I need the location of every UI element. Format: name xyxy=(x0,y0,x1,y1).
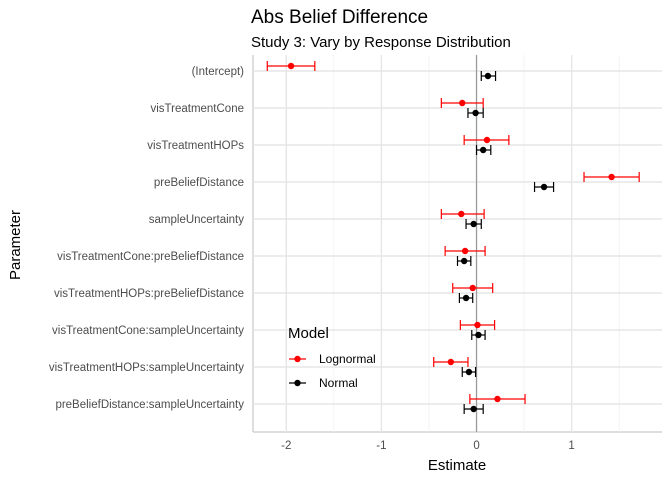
legend: Model Lognormal Normal xyxy=(288,325,376,390)
y-tick-label: visTreatmentHOPs:preBeliefDistance xyxy=(54,288,244,300)
errorbar-normal xyxy=(467,108,484,118)
point-lognormal xyxy=(608,173,615,181)
errorbar-normal xyxy=(461,367,477,377)
errorbar-lognormal xyxy=(440,98,484,108)
point-lognormal xyxy=(458,210,465,218)
legend-key-point xyxy=(294,355,301,363)
grid xyxy=(253,55,662,432)
legend-label: Lognormal xyxy=(319,352,376,366)
errorbar-normal xyxy=(465,219,482,229)
point-normal xyxy=(465,368,473,376)
chart-subtitle: Study 3: Vary by Response Distribution xyxy=(251,34,511,51)
y-axis-label: Parameter xyxy=(7,210,24,280)
x-tick-label: -1 xyxy=(376,440,386,452)
point-lognormal xyxy=(459,99,466,107)
errorbar-lognormal xyxy=(463,135,510,145)
errorbar-normal xyxy=(463,404,484,414)
x-axis-label: Estimate xyxy=(428,457,486,474)
point-lognormal xyxy=(483,136,491,144)
plot-panel xyxy=(252,55,662,433)
point-normal xyxy=(479,146,487,154)
point-normal xyxy=(484,72,492,80)
errorbar-normal xyxy=(471,330,486,340)
x-tick-labels: -2 -1 0 1 xyxy=(281,440,575,452)
legend-label: Normal xyxy=(319,376,358,390)
errorbar-lognormal xyxy=(459,320,496,330)
legend-item-normal: Normal xyxy=(289,376,358,390)
errorbar-lognormal xyxy=(444,246,486,256)
x-tick-label: -2 xyxy=(281,440,291,452)
point-normal xyxy=(475,331,482,339)
errorbar-lognormal xyxy=(583,172,640,182)
legend-title: Model xyxy=(288,325,329,342)
point-normal xyxy=(472,109,479,117)
point-normal xyxy=(462,294,470,302)
point-lognormal xyxy=(494,395,501,403)
point-lognormal xyxy=(461,247,469,255)
y-tick-label: sampleUncertainty xyxy=(149,214,244,226)
point-normal xyxy=(470,220,477,228)
errorbar-lognormal xyxy=(452,283,494,293)
y-tick-label: visTreatmentCone xyxy=(150,103,244,115)
y-tick-label: visTreatmentCone:sampleUncertainty xyxy=(52,325,244,337)
point-lognormal xyxy=(469,284,476,292)
errorbar-lognormal xyxy=(440,209,485,219)
y-tick-label: visTreatmentCone:preBeliefDistance xyxy=(57,251,244,263)
errorbar-normal xyxy=(480,71,497,81)
legend-item-lognormal: Lognormal xyxy=(289,352,376,366)
errorbar-normal xyxy=(456,256,472,266)
errorbar-normal xyxy=(533,182,555,192)
point-normal xyxy=(540,183,548,191)
point-normal xyxy=(470,405,477,413)
x-tick-label: 1 xyxy=(568,440,574,452)
y-tick-label: preBeliefDistance:sampleUncertainty xyxy=(55,399,244,411)
y-tick-label: preBeliefDistance xyxy=(154,177,244,189)
data-marks xyxy=(266,61,640,414)
x-tick-label: 0 xyxy=(473,440,479,452)
y-tick-label: visTreatmentHOPs xyxy=(147,140,244,152)
point-lognormal xyxy=(447,358,455,366)
errorbar-lognormal xyxy=(433,357,469,367)
point-lognormal xyxy=(474,321,481,329)
errorbar-lognormal xyxy=(469,394,526,404)
errorbar-normal xyxy=(458,293,474,303)
errorbar-normal xyxy=(475,145,492,155)
point-normal xyxy=(460,257,468,265)
y-tick-label: visTreatmentHOPs:sampleUncertainty xyxy=(49,362,244,374)
chart-title: Abs Belief Difference xyxy=(251,7,428,28)
legend-key-point xyxy=(294,379,301,387)
errorbar-lognormal xyxy=(266,61,316,71)
point-lognormal xyxy=(287,62,295,70)
y-tick-label: (Intercept) xyxy=(192,66,245,78)
y-tick-labels: (Intercept) visTreatmentCone visTreatmentH… xyxy=(49,66,244,411)
